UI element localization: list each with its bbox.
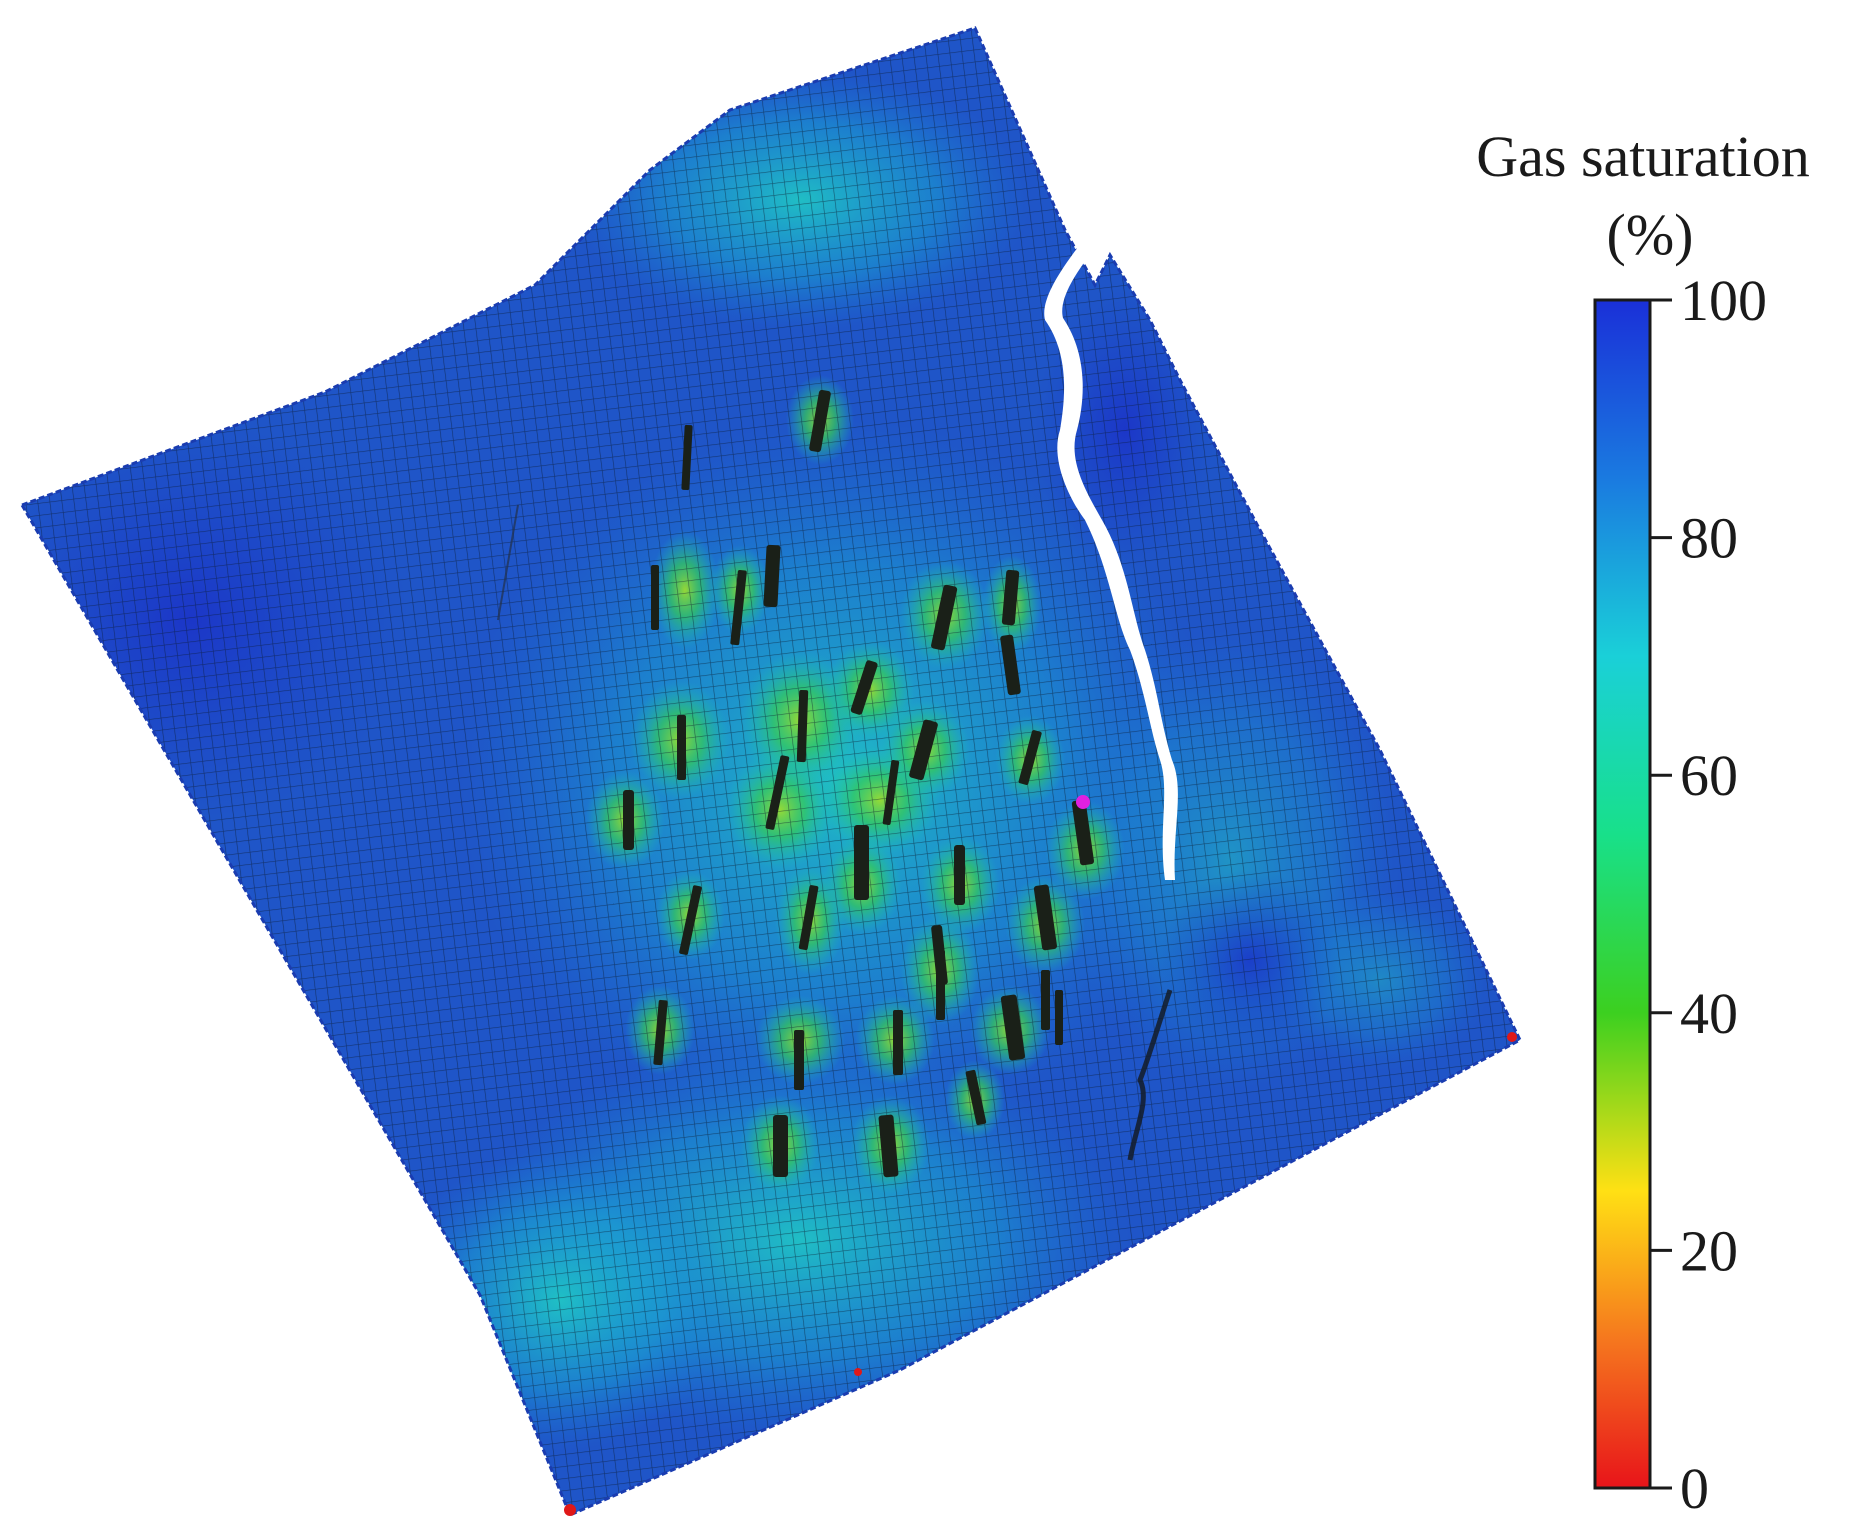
fracture: [773, 1115, 788, 1177]
fracture: [765, 755, 790, 830]
fault-gap: [1044, 238, 1178, 880]
fracture: [730, 569, 747, 646]
well-marker: [1076, 795, 1090, 809]
fracture: [679, 885, 702, 955]
fracture: [623, 790, 634, 850]
colorbar-tick-label: 80: [1680, 506, 1738, 571]
fracture: [798, 885, 819, 951]
colorbar-legend: Gas saturation (%) 100 80 60 40 20 0: [1476, 124, 1809, 1521]
fracture: [954, 845, 965, 905]
colorbar-ticks: 100 80 60 40 20 0: [1650, 268, 1767, 1521]
fracture: [1000, 994, 1025, 1061]
colorbar-tick-label: 20: [1680, 1218, 1738, 1283]
fracture: [850, 660, 878, 715]
fracture: [878, 1114, 899, 1178]
corner-marker-bottom: [854, 1368, 862, 1376]
fracture: [893, 1010, 903, 1075]
fracture: [882, 760, 900, 825]
fracture: [677, 715, 686, 780]
fracture: [1018, 730, 1042, 785]
fracture: [965, 1069, 987, 1126]
fracture: [854, 825, 869, 900]
legend-title-line1: Gas saturation: [1476, 124, 1809, 189]
colorbar-tick-label: 0: [1680, 1456, 1709, 1521]
fault-trace-west: [497, 504, 519, 621]
fracture: [1033, 884, 1057, 951]
fracture: [936, 950, 945, 1020]
fracture: [794, 1030, 804, 1090]
colorbar: [1593, 298, 1652, 1490]
fault-trace-southeast: [1127, 989, 1173, 1161]
fracture: [809, 389, 831, 453]
fracture: [651, 565, 659, 630]
fracture: [909, 719, 938, 781]
fracture: [681, 424, 693, 491]
colorbar-tick-label: 60: [1680, 743, 1738, 808]
corner-marker-east: [1507, 1032, 1517, 1042]
fracture: [763, 544, 781, 608]
colorbar-tick-label: 100: [1680, 268, 1767, 333]
fracture: [796, 689, 809, 763]
fracture: [1041, 970, 1050, 1030]
hydraulic-fractures: [623, 389, 1094, 1178]
fracture: [931, 584, 958, 651]
fracture: [1071, 799, 1094, 866]
corner-marker-south: [564, 1504, 576, 1516]
fracture: [1001, 569, 1020, 626]
fracture: [1000, 634, 1021, 696]
fracture: [653, 999, 668, 1066]
legend-title-line2: (%): [1607, 202, 1694, 267]
model-outline: [19, 26, 1522, 1517]
fracture: [1055, 990, 1063, 1045]
colorbar-tick-label: 40: [1680, 981, 1738, 1046]
